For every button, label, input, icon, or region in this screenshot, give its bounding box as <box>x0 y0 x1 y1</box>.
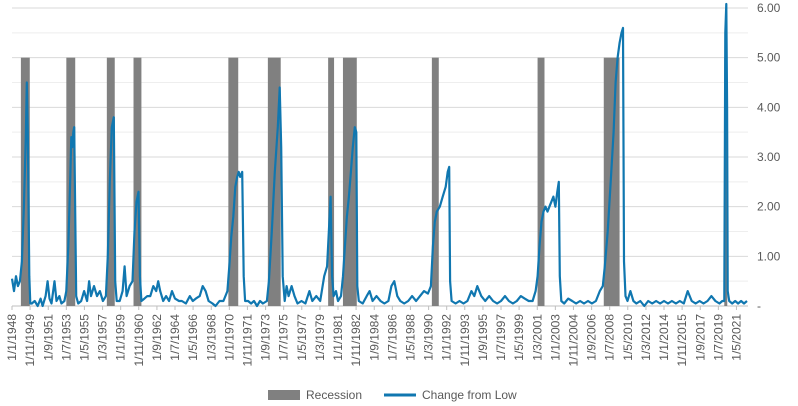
x-tick-label: 1/5/1988 <box>403 314 417 361</box>
x-tick-label: 1/9/2006 <box>585 314 599 361</box>
series-line-change-from-low <box>10 2 748 308</box>
x-tick-label: 1/7/2008 <box>603 314 617 361</box>
legend-label-change-from-low: Change from Low <box>422 388 517 402</box>
y-tick-label: 6.00 <box>757 1 781 15</box>
recession-band <box>431 57 439 306</box>
x-tick-label: 1/9/1973 <box>259 314 273 361</box>
y-tick-label: - <box>757 299 761 313</box>
y-tick-label: 2.00 <box>757 200 781 214</box>
x-tick-label: 1/5/1966 <box>186 314 200 361</box>
x-tick-label: 1/1/1981 <box>331 314 345 361</box>
x-tick-label: 1/1/2003 <box>548 314 562 361</box>
y-tick-label: 5.00 <box>757 51 781 65</box>
series-lines <box>10 2 748 308</box>
x-tick-label: 1/1/1948 <box>5 314 19 361</box>
x-tick-label: 1/11/2004 <box>566 314 580 367</box>
x-tick-label: 1/3/2001 <box>530 314 544 361</box>
x-tick-label: 1/1/1992 <box>440 314 454 361</box>
x-tick-label: 1/11/1960 <box>132 314 146 367</box>
x-tick-label: 1/3/2012 <box>639 314 653 361</box>
x-tick-label: 1/1/1970 <box>222 314 236 361</box>
x-tick-label: 1/9/1951 <box>41 314 55 361</box>
x-tick-label: 1/7/2019 <box>711 314 725 361</box>
x-tick-label: 1/3/1968 <box>204 314 218 361</box>
x-tick-label: 1/7/1986 <box>385 314 399 361</box>
x-tick-label: 1/5/2021 <box>729 314 743 361</box>
recession-band <box>133 57 142 306</box>
x-tick-label: 1/9/1995 <box>476 314 490 361</box>
y-tick-label: 4.00 <box>757 100 781 114</box>
x-tick-label: 1/1/1959 <box>114 314 128 361</box>
x-axis: 1/1/1948 1/11/1949 1/9/1951 1/7/1953 1/5/195… <box>5 306 743 367</box>
x-tick-label: 1/5/2010 <box>621 314 635 361</box>
recession-band <box>328 57 335 306</box>
x-tick-label: 1/3/1990 <box>422 314 436 361</box>
gridlines <box>12 7 748 307</box>
x-tick-label: 1/9/1984 <box>367 314 381 361</box>
recession-band <box>537 57 545 306</box>
x-tick-label: 1/9/1962 <box>150 314 164 361</box>
x-tick-label: 1/1/2014 <box>657 314 671 361</box>
x-tick-label: 1/11/1949 <box>23 314 37 367</box>
x-tick-label: 1/5/1955 <box>77 314 91 361</box>
legend: Recession Change from Low <box>268 388 517 402</box>
x-tick-label: 1/7/1997 <box>494 314 508 361</box>
x-tick-label: 1/7/1953 <box>59 314 73 361</box>
legend-swatch-recession <box>268 390 300 400</box>
y-tick-label: 3.00 <box>757 150 781 164</box>
y-tick-label: 1.00 <box>757 249 781 263</box>
x-tick-label: 1/5/1977 <box>295 314 309 361</box>
x-tick-label: 1/5/1999 <box>512 314 526 361</box>
x-tick-label: 1/11/1971 <box>240 314 254 367</box>
x-tick-label: 1/3/1957 <box>96 314 110 361</box>
x-tick-label: 1/9/2017 <box>693 314 707 361</box>
x-tick-label: 1/11/1993 <box>458 314 472 367</box>
x-tick-label: 1/11/1982 <box>349 314 363 367</box>
legend-label-recession: Recession <box>306 388 362 402</box>
recession-band <box>228 57 239 306</box>
x-tick-label: 1/11/2015 <box>675 314 689 367</box>
x-tick-label: 1/7/1964 <box>168 314 182 361</box>
x-tick-label: 1/7/1975 <box>277 314 291 361</box>
x-tick-label: 1/3/1979 <box>313 314 327 361</box>
y-axis: 6.00 5.00 4.00 3.00 2.00 1.00 - <box>757 1 781 313</box>
